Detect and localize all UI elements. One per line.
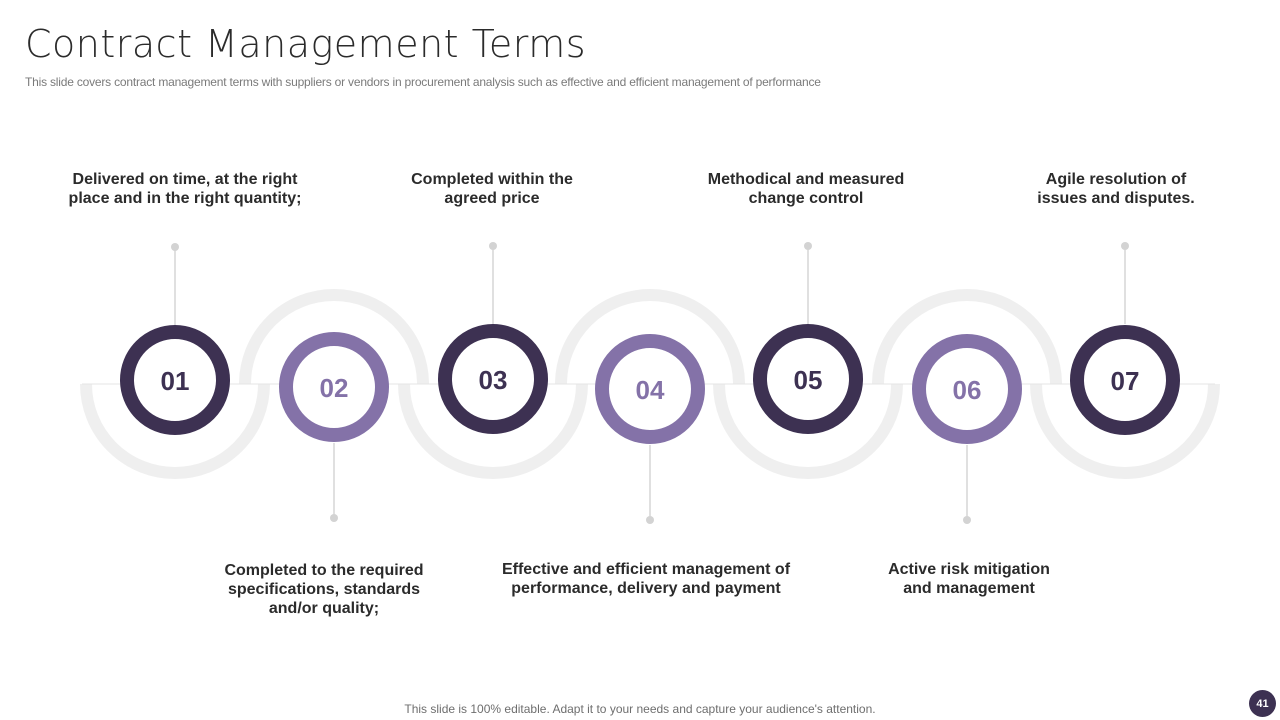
step-ring-06 — [912, 334, 1022, 444]
step-number-01: 01 — [161, 366, 190, 396]
step-ring-04 — [595, 334, 705, 444]
step-number-07: 07 — [1111, 366, 1140, 396]
step-label-03: Completed within the agreed price — [411, 171, 573, 207]
step-ring-07 — [1070, 325, 1180, 435]
step-number-03: 03 — [479, 365, 508, 395]
footer-note: This slide is 100% editable. Adapt it to… — [404, 702, 876, 716]
step-number-06: 06 — [953, 375, 982, 405]
step-label-02: Completed to the required specifications… — [224, 562, 424, 617]
step-ring-02 — [279, 332, 389, 442]
connectors-bottom — [333, 443, 968, 520]
slide-subtitle: This slide covers contract management te… — [25, 75, 821, 89]
step-ring-03 — [438, 324, 548, 434]
step-ring-05 — [753, 324, 863, 434]
connector-dots-bottom — [330, 514, 971, 524]
connectors-top — [174, 247, 1126, 326]
wave-track — [80, 289, 1220, 479]
step-label-07: Agile resolution of issues and disputes. — [1037, 171, 1195, 207]
step-number-05: 05 — [794, 365, 823, 395]
step-label-06: Active risk mitigation and management — [888, 561, 1050, 597]
connector-dots-top — [171, 242, 1129, 251]
step-ring-01 — [120, 325, 230, 435]
step-label-04: Effective and efficient management of pe… — [501, 561, 791, 597]
page-number-badge: 41 — [1249, 690, 1276, 717]
step-label-01: Delivered on time, at the right place an… — [68, 171, 302, 207]
step-label-05: Methodical and measured change control — [707, 171, 905, 207]
step-number-02: 02 — [320, 373, 349, 403]
step-number-04: 04 — [636, 375, 665, 405]
slide-title: Contract Management Terms — [25, 22, 587, 66]
